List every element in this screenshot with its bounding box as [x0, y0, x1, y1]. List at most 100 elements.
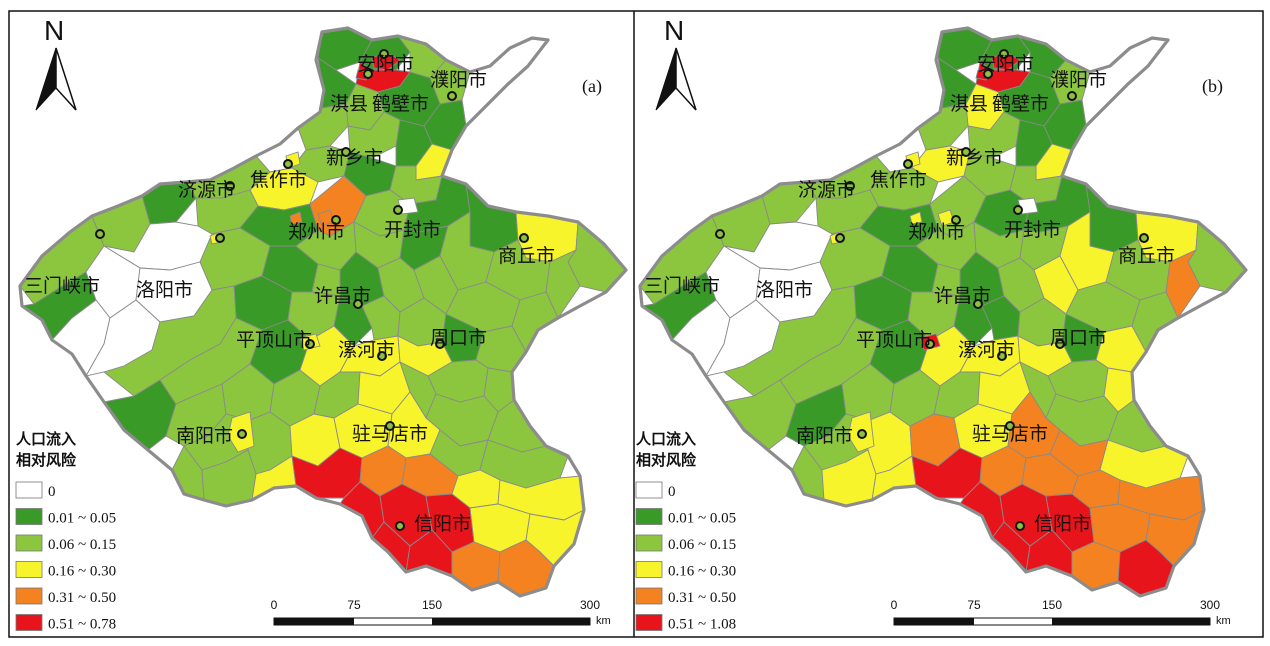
- city-marker-icon: [395, 521, 405, 531]
- city-marker-icon: [835, 233, 845, 243]
- city-label: 驻马店市: [972, 423, 1048, 445]
- city-marker-icon: [983, 69, 993, 79]
- legend-label: 0.51 ~ 0.78: [48, 617, 116, 633]
- legend-swatch: [15, 508, 43, 525]
- city-label: 濮阳市: [430, 69, 487, 91]
- city-marker-icon: [845, 181, 855, 191]
- city-label: 许昌市: [934, 285, 991, 307]
- legend-label: 0.31 ~ 0.50: [48, 590, 116, 606]
- city-label: 焦作市: [250, 169, 307, 191]
- scale-bar: 0 75 150 300 km: [891, 598, 1231, 627]
- city-label: 濮阳市: [1050, 69, 1107, 91]
- scale-seg-3: [432, 618, 590, 625]
- city-marker-icon: [305, 339, 315, 349]
- legend-swatch: [635, 534, 663, 552]
- city-marker-icon: [385, 421, 395, 431]
- city-label: 漯河市: [338, 339, 395, 361]
- city-marker-icon: [393, 205, 403, 215]
- city-marker-icon: [519, 233, 529, 243]
- legend-swatch: [15, 534, 43, 552]
- legend-label: 0.06 ~ 0.15: [668, 537, 736, 553]
- city-marker-icon: [331, 215, 341, 225]
- county-region: [465, 182, 519, 253]
- north-label: N: [664, 15, 684, 46]
- city-marker-icon: [999, 49, 1009, 59]
- scale-unit: km: [596, 615, 611, 627]
- legend-swatch: [635, 508, 663, 525]
- urban-district: [909, 211, 923, 225]
- city-label: 平顶山市: [856, 329, 932, 351]
- city-label: 淇县: [950, 93, 988, 115]
- city-label: 驻马店市: [352, 423, 428, 445]
- scale-tick-label: 0: [891, 598, 898, 612]
- scale-tick-label: 150: [1042, 598, 1062, 612]
- scale-seg-1: [894, 618, 974, 625]
- city-label: 济源市: [178, 179, 235, 201]
- legend-label: 0: [668, 484, 676, 500]
- legend-swatch: [635, 587, 663, 605]
- legend-title-line2: 相对风险: [636, 451, 697, 469]
- city-marker-icon: [1067, 91, 1077, 101]
- north-arrow-icon: N: [655, 15, 697, 111]
- legend-title-line2: 相对风险: [16, 451, 77, 469]
- north-arrow-right: [55, 47, 77, 111]
- city-marker-icon: [237, 429, 247, 439]
- scale-unit: km: [1216, 615, 1231, 627]
- legend-label: 0.16 ~ 0.30: [48, 564, 116, 580]
- city-label: 淇县: [330, 93, 368, 115]
- city-marker-icon: [925, 339, 935, 349]
- legend-title-line1: 人口流入: [16, 430, 76, 448]
- panel-tag: (a): [582, 76, 602, 97]
- city-marker-icon: [1013, 205, 1023, 215]
- province-border: [18, 26, 628, 598]
- legend-label: 0.06 ~ 0.15: [48, 537, 116, 553]
- panel-tag: (b): [1202, 76, 1223, 97]
- city-marker-icon: [447, 91, 457, 101]
- city-label: 商丘市: [498, 245, 555, 267]
- city-label: 漯河市: [958, 339, 1015, 361]
- city-label: 周口市: [430, 327, 487, 349]
- legend-swatch: [635, 561, 663, 578]
- city-marker-icon: [283, 159, 293, 169]
- city-label: 新乡市: [326, 147, 383, 169]
- scale-seg-1: [274, 618, 354, 625]
- legend-title-line1: 人口流入: [636, 430, 696, 448]
- city-marker-icon: [1139, 233, 1149, 243]
- city-marker-icon: [857, 429, 867, 439]
- city-label: 周口市: [1050, 327, 1107, 349]
- city-marker-icon: [215, 233, 225, 243]
- city-marker-icon: [341, 147, 351, 157]
- city-marker-icon: [973, 299, 983, 309]
- scale-bar: 0 75 150 300 km: [271, 598, 611, 627]
- legend-label: 0.31 ~ 0.50: [668, 590, 736, 606]
- urban-district: [289, 211, 303, 225]
- scale-tick-label: 0: [271, 598, 278, 612]
- city-label: 安阳市: [977, 53, 1034, 75]
- county-region: [1085, 182, 1139, 253]
- north-arrow-left: [655, 47, 677, 111]
- legend-label: 0: [48, 484, 56, 500]
- city-label: 开封市: [1004, 219, 1061, 241]
- city-marker-icon: [435, 339, 445, 349]
- scale-tick-label: 75: [967, 598, 981, 612]
- scale-tick-label: 150: [422, 598, 442, 612]
- city-marker-icon: [1005, 421, 1015, 431]
- city-marker-icon: [997, 351, 1007, 361]
- legend-label: 0.01 ~ 0.05: [668, 511, 736, 527]
- province-border: [638, 26, 1248, 598]
- city-marker-icon: [951, 215, 961, 225]
- city-label: 洛阳市: [756, 279, 813, 301]
- city-marker-icon: [1055, 339, 1065, 349]
- city-label: 商丘市: [1118, 245, 1175, 267]
- city-marker-icon: [379, 49, 389, 59]
- city-label: 三门峡市: [24, 275, 100, 297]
- city-label: 平顶山市: [236, 329, 312, 351]
- city-label: 许昌市: [314, 285, 371, 307]
- city-label: 郑州市: [288, 221, 345, 243]
- legend-swatch: [635, 481, 663, 499]
- north-arrow-icon: N: [35, 15, 77, 111]
- legend-swatch: [635, 614, 663, 631]
